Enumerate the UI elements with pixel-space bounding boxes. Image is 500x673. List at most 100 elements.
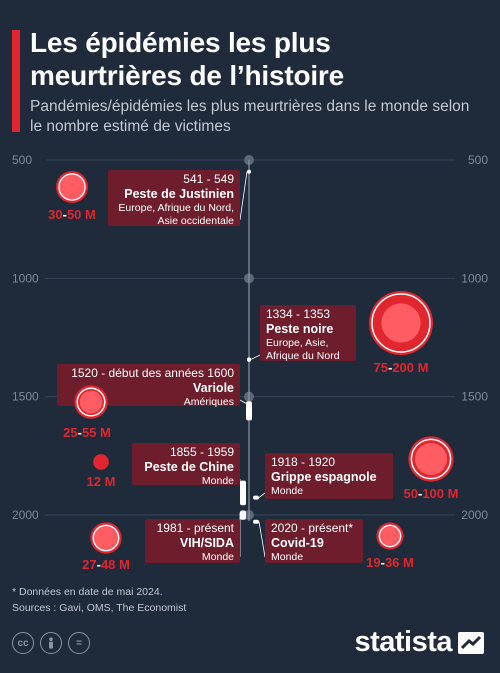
cc-icon[interactable]: cc [12,632,34,654]
event-box [132,443,240,485]
value-sep: - [78,425,82,440]
event-name: Peste de Justinien [124,187,234,201]
value-unit: M [444,486,458,501]
page-subtitle: Pandémies/épidémies les plus meurtrières… [30,98,470,135]
value-low: 30 [48,207,62,222]
bubble-low [380,526,400,546]
bubble-ring [76,387,106,417]
value-high: 200 [392,360,414,375]
sources: Sources : Gavi, OMS, The Economist [12,602,187,614]
event-years: 1334 - 1353 [266,307,330,321]
period-bar [240,480,246,506]
page-title: Les épidémies les plus meurtrières de l’… [30,27,345,91]
connector-line [250,354,261,360]
person-icon[interactable] [40,632,62,654]
value-sep: - [63,207,67,222]
event-region: Monde [202,475,234,487]
value-label: 30-50 M [48,207,96,222]
event-years: 1918 - 1920 [271,455,335,469]
connector-line [258,492,266,498]
event-box [260,305,356,361]
value-label: 27-48 M [82,557,130,572]
value-high: 55 [82,425,96,440]
value-sep: - [388,360,392,375]
value-sep: - [381,555,385,570]
tick-label-right: 2000 [461,508,488,522]
event-years: 1981 - présent [157,521,235,535]
event-box [265,453,393,499]
tick-label-right: 1500 [461,390,488,404]
bubble-low [79,390,103,414]
brand-name: statista [354,626,452,658]
footnote: * Données en date de mai 2024. [12,586,163,598]
event-region: Monde [271,551,303,563]
event-region: Europe, Asie, [266,337,328,349]
event-years: 2020 - présent* [271,521,353,535]
value-label: 25-55 M [63,425,111,440]
connector-line [239,171,248,221]
event-name: Covid-19 [271,536,324,550]
tick-label-left: 1000 [12,271,39,285]
event-region: Amériques [184,396,234,408]
event-box [145,519,240,563]
event-years: 1855 - 1959 [170,445,234,459]
value-high: 48 [101,557,115,572]
tick-label-right: 500 [468,153,488,167]
period-bar [247,169,251,174]
value-label: 50-100 M [404,486,459,501]
bubble-ring [92,524,120,552]
period-bar [253,495,259,500]
connector-line [258,521,266,558]
bubble-low [415,443,447,475]
value-high: 50 [67,207,81,222]
value-low: 50 [404,486,418,501]
event-name: Peste noire [266,322,333,336]
value-high: 36 [385,555,399,570]
value-unit: M [115,557,129,572]
value-unit: M [399,555,413,570]
license-icons: cc = [12,632,90,654]
event-region: Monde [271,485,303,497]
value-sep: - [97,557,101,572]
tick-label-left: 500 [12,153,32,167]
event-name: VIH/SIDA [180,536,234,550]
event-name: Variole [193,381,234,395]
statista-mark-icon [458,631,484,654]
bubble-low [59,174,85,200]
bubble-ring [371,293,431,353]
event-box [265,519,363,563]
bubble-ring [410,438,452,480]
connector-line [239,399,247,404]
value-low: 12 [87,474,101,489]
event-years: 1520 - début des années 1600 [71,366,234,380]
event-box [108,170,240,226]
value-low: 25 [63,425,77,440]
bubble-low [93,454,109,470]
bubble-ring [58,173,86,201]
value-low: 27 [82,557,96,572]
statista-logo[interactable]: statista [354,626,484,659]
period-bar [240,510,246,520]
tick-label-right: 1000 [461,271,488,285]
bubble-low [381,303,421,343]
event-name: Peste de Chine [144,460,234,474]
event-region: Europe, Afrique du Nord, [118,202,234,214]
value-sep: - [418,486,422,501]
equals-icon[interactable]: = [68,632,90,654]
value-low: 75 [374,360,388,375]
event-region: Afrique du Nord [266,350,340,362]
value-low: 19 [366,555,380,570]
value-label: 19-36 M [366,555,414,570]
value-unit: M [414,360,428,375]
tick-label-left: 2000 [12,508,39,522]
event-name: Grippe espagnole [271,470,377,484]
bubble-ring [378,524,402,548]
value-unit: M [101,474,115,489]
footnotes: * Données en date de mai 2024. Sources :… [12,584,186,616]
value-label: 75-200 M [374,360,429,375]
event-region: Asie occidentale [158,215,235,227]
bubble-low [94,526,118,550]
event-years: 541 - 549 [183,172,234,186]
value-label: 12 M [87,474,116,489]
